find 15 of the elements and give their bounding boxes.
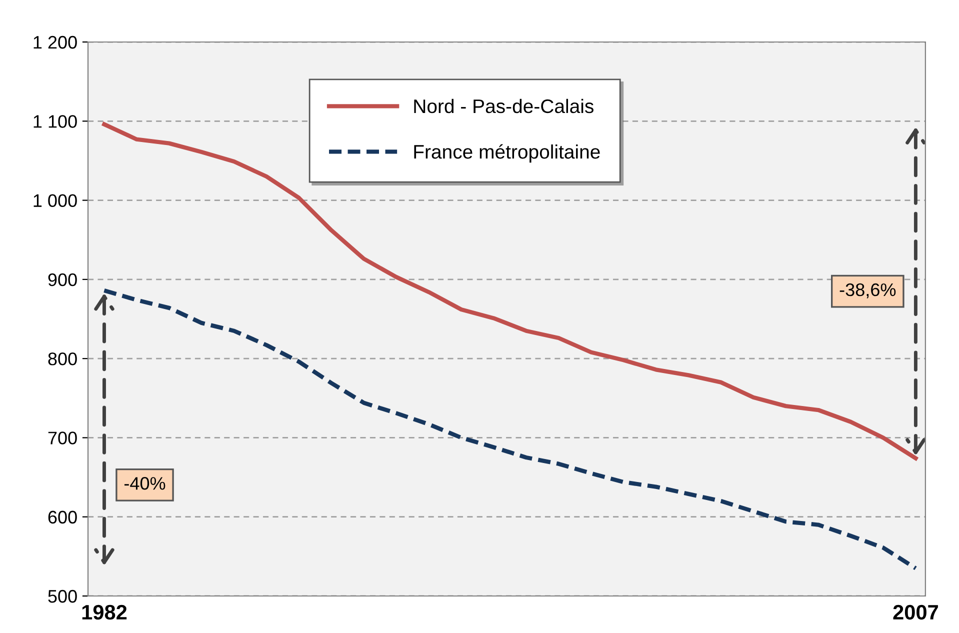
legend-label: France métropolitaine <box>414 144 600 163</box>
x-tick-label: 2007 <box>893 604 938 620</box>
annotation: -40% <box>124 477 166 490</box>
annotation: -38,6% <box>840 283 896 298</box>
y-tick-label: 1 100 <box>34 115 77 128</box>
legend-label: Nord - Pas-de-Calais <box>414 98 594 114</box>
y-tick-label: 1 000 <box>34 194 77 208</box>
y-tick-label: 500 <box>48 590 77 603</box>
y-tick-label: 700 <box>48 432 77 444</box>
x-tick-label: 1982 <box>82 604 127 620</box>
y-tick-label: 900 <box>48 273 77 286</box>
y-tick-label: 800 <box>48 352 77 366</box>
line-series <box>102 122 918 460</box>
y-tick-label: 1 200 <box>34 36 77 49</box>
y-tick-label: 600 <box>48 510 77 524</box>
